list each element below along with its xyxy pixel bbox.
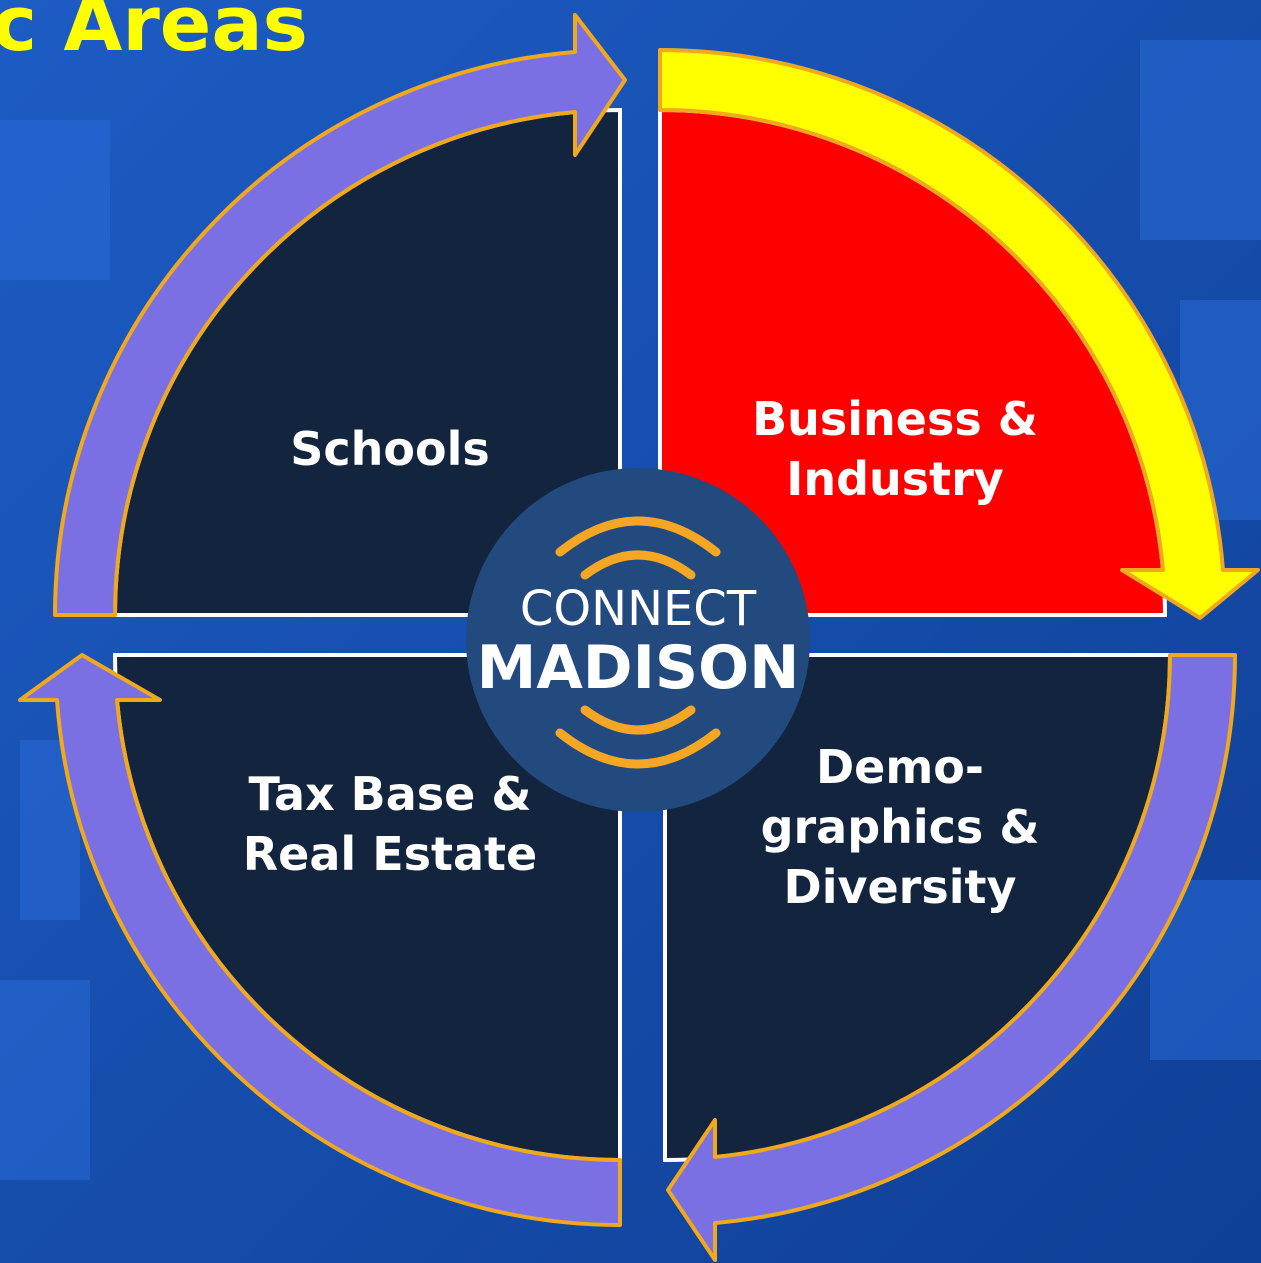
arrow <box>18 653 622 1227</box>
quadrant-label: Tax Base & <box>249 767 532 821</box>
quadrant-label: Schools <box>290 422 490 476</box>
quadrant-label: Demo- <box>816 740 984 794</box>
arrow <box>53 13 627 617</box>
logo-arc <box>555 728 721 769</box>
quadrant-label: Industry <box>786 452 1004 506</box>
quadrant-label: Real Estate <box>243 827 537 881</box>
logo: CONNECT MADISON <box>466 468 810 812</box>
arrow <box>666 653 1237 1262</box>
labels: Schools Business & Industry Tax Base & Real … <box>243 392 1040 914</box>
logo-arc <box>580 550 696 580</box>
logo-circle <box>466 468 810 812</box>
logo-line2: MADISON <box>477 633 800 703</box>
arrows <box>18 13 1260 1262</box>
quadrant-label: Business & <box>752 392 1038 446</box>
background-tiles <box>0 40 1261 1180</box>
logo-arc <box>555 516 721 557</box>
arrow-highlight <box>658 48 1260 620</box>
title: c Areas <box>0 0 308 68</box>
quadrant-label: Diversity <box>784 860 1017 914</box>
quadrant-label: graphics & <box>761 800 1040 854</box>
logo-arc <box>580 705 696 735</box>
logo-line1: CONNECT <box>520 581 757 637</box>
